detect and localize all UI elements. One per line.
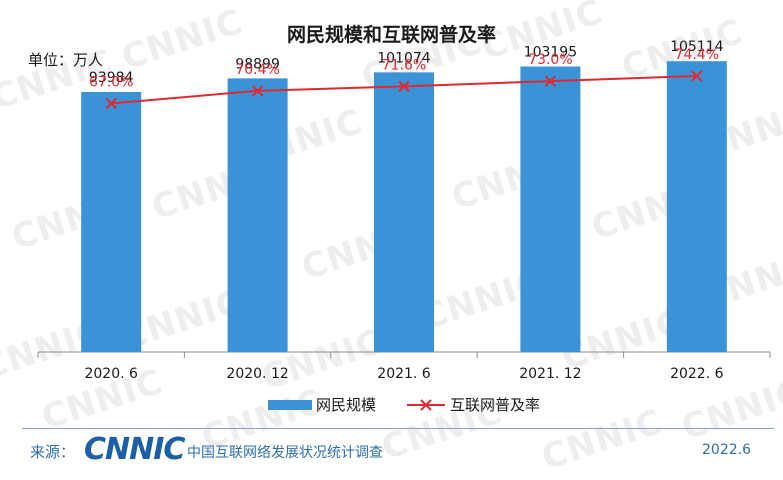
bar: [81, 91, 142, 352]
bar-value-label: 105114: [670, 39, 724, 55]
x-tick-label: 2020. 6: [84, 366, 138, 382]
bar: [666, 61, 727, 352]
line-marker: [691, 70, 703, 82]
source-name: 中国互联网络发展状况统计调查: [187, 445, 383, 461]
legend-bar-swatch: [268, 400, 312, 410]
footer-date: 2022.6: [702, 442, 751, 458]
x-tick-label: 2020. 12: [226, 366, 288, 382]
bar-value-label: 98899: [235, 56, 280, 72]
line-value-label: 71.6%: [382, 57, 426, 73]
x-tick-label: 2021. 12: [519, 366, 581, 382]
legend-line-label: 互联网普及率: [450, 396, 540, 414]
line-marker: [544, 75, 557, 87]
bar-value-label: 103195: [524, 44, 577, 60]
line-value-label: 67.0%: [89, 74, 133, 90]
bar-value-label: 93984: [89, 70, 134, 86]
unit-label: 单位：万人: [28, 51, 104, 69]
legend-bar-label: 网民规模: [316, 396, 376, 414]
line-marker: [105, 97, 117, 110]
line-value-label: 74.4%: [675, 47, 719, 63]
cnnic-logo: CNNIC: [84, 432, 185, 467]
bar: [374, 72, 434, 352]
chart-title: 网民规模和互联网普及率: [286, 24, 496, 46]
line-value-label: 70.4%: [235, 62, 279, 78]
x-tick-label: 2021. 6: [377, 366, 431, 382]
legend-line-marker: [420, 399, 432, 411]
footer-divider: [22, 428, 774, 429]
bar: [520, 66, 581, 352]
bar-value-label: 101074: [377, 50, 431, 66]
line-marker: [398, 80, 410, 93]
source-label: 来源：: [30, 443, 76, 461]
line-value-label: 73.0%: [528, 52, 572, 68]
bar: [227, 78, 288, 353]
x-tick-label: 2022. 6: [670, 366, 724, 382]
line-marker: [251, 85, 264, 97]
